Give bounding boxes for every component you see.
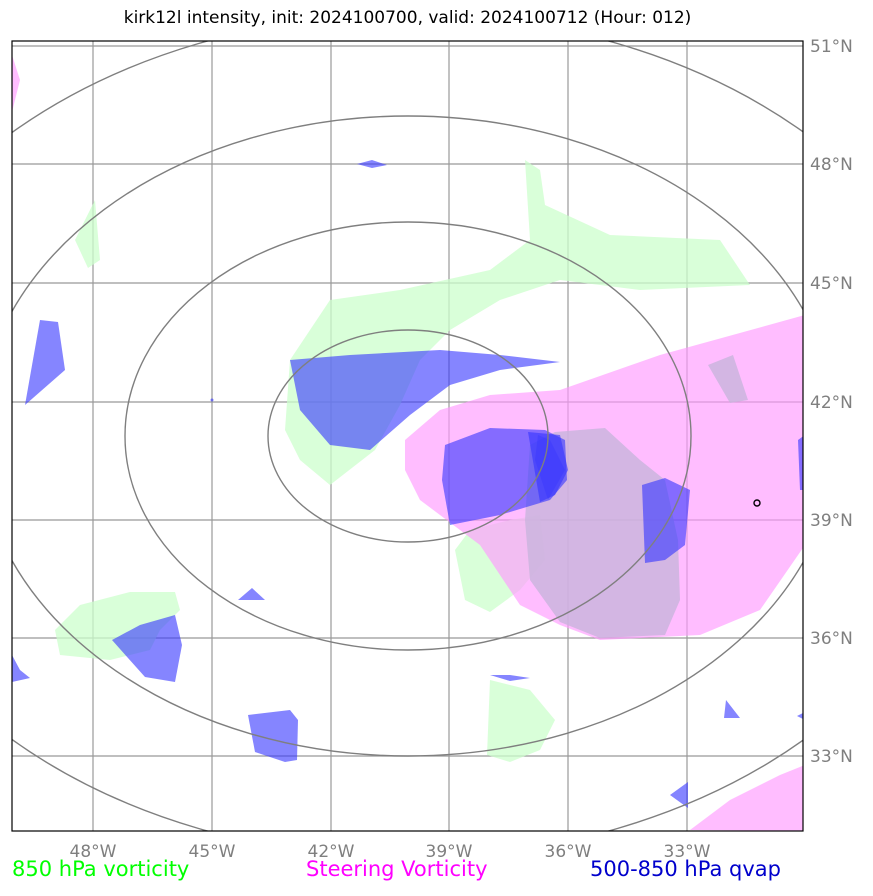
plot-frame <box>11 40 804 832</box>
qvap-contours <box>12 160 803 808</box>
x-tick-label: 39°W <box>426 842 473 862</box>
x-tick-label: 33°W <box>664 842 711 862</box>
y-tick-label: 42°N <box>810 393 853 413</box>
distance-rings <box>12 41 803 831</box>
x-tick-label: 48°W <box>70 842 117 862</box>
y-tick-label: 48°N <box>810 155 853 175</box>
x-tick-label: 45°W <box>189 842 236 862</box>
y-tick-label: 51°N <box>810 37 853 57</box>
x-tick-labels: 48°W 45°W 42°W 39°W 36°W 33°W <box>70 842 711 862</box>
x-tick-label: 42°W <box>308 842 355 862</box>
legend-steering-vorticity: Steering Vorticity <box>306 857 488 881</box>
x-tick-label: 36°W <box>545 842 592 862</box>
y-tick-label: 39°N <box>810 511 853 531</box>
legend-qvap: 500-850 hPa qvap <box>590 857 781 881</box>
map-title: kirk12l intensity, init: 2024100700, val… <box>123 8 692 28</box>
storm-marker <box>753 499 761 507</box>
y-tick-labels: 51°N 48°N 45°N 42°N 39°N 36°N 33°N <box>810 37 853 767</box>
y-tick-label: 33°N <box>810 747 853 767</box>
y-tick-label: 36°N <box>810 629 853 649</box>
y-tick-label: 45°N <box>810 274 853 294</box>
steering-contours <box>12 55 803 831</box>
legend-850-vorticity: 850 hPa vorticity <box>12 857 190 881</box>
